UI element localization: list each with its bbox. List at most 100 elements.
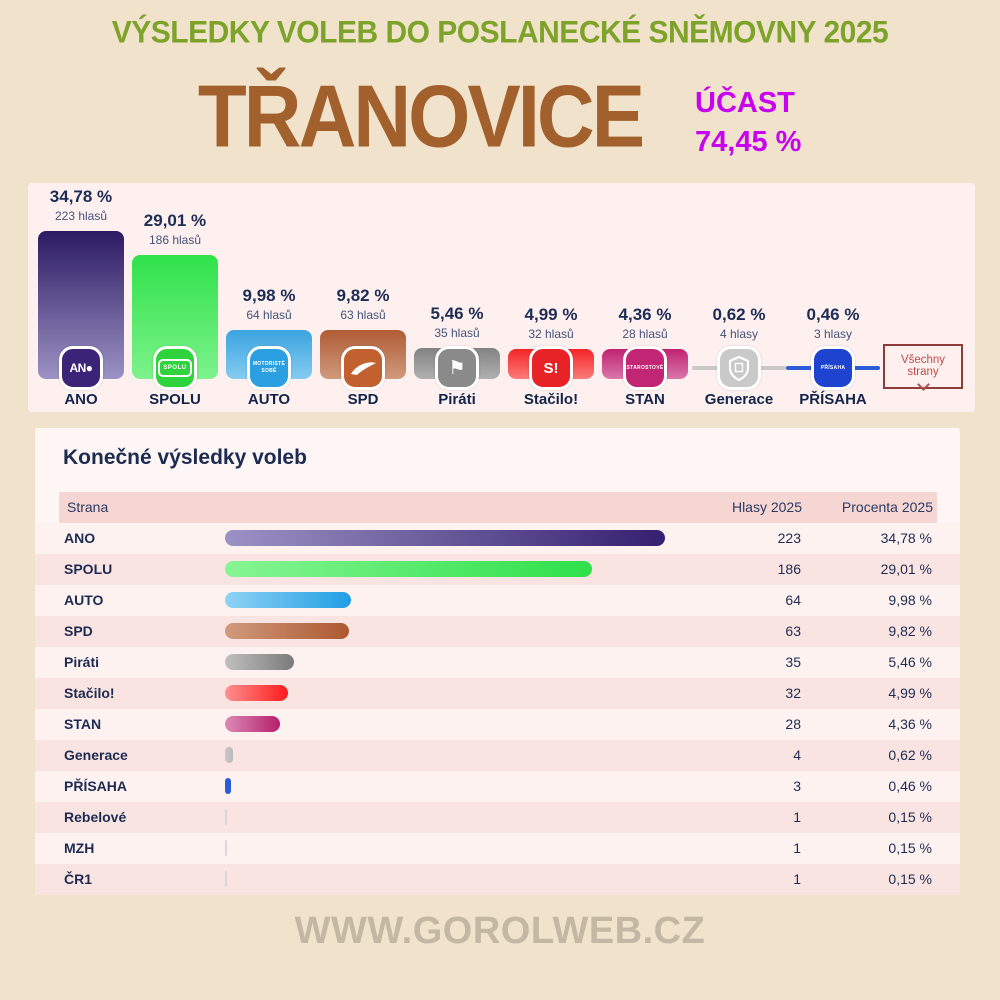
turnout-value: 74,45 % (695, 126, 802, 158)
party-name-label: AUTO (247, 391, 291, 408)
percent-label: 9,82 % (336, 286, 390, 305)
spolu-party-icon: SPOLU (153, 346, 197, 390)
row-bar (225, 592, 351, 608)
votes-label: 4 hlasy (719, 327, 759, 341)
votes-label: 63 hlasů (340, 308, 386, 322)
bar-value-labels: 0,62 % 4 hlasy (686, 305, 792, 341)
percent-label: 0,62 % (712, 305, 766, 324)
icon-text: S! (543, 359, 559, 377)
row-party-name: SPD (64, 623, 93, 639)
party-name-label: SPD (347, 391, 379, 408)
row-party-name: SPOLU (64, 561, 113, 577)
votes-label: 223 hlasů (54, 209, 108, 223)
percent-label: 4,99 % (524, 305, 578, 324)
turnout-label: ÚČAST (695, 87, 795, 119)
bar-value-labels: 4,99 % 32 hlasů (498, 305, 604, 341)
table-row-generace: Generace 4 0,62 % (35, 740, 960, 771)
table-row-rebelov: Rebelové 1 0,15 % (35, 802, 960, 833)
party-name-label: ANO (64, 391, 98, 408)
row-party-name: Piráti (64, 654, 100, 670)
results-table-card: Konečné výsledky voleb Strana Hlasy 2025… (35, 428, 960, 895)
swoosh-glyph (351, 362, 376, 375)
column-header-procenta: Procenta 2025 (841, 499, 933, 515)
percent-label: 5,46 % (430, 304, 484, 323)
row-votes: 1 (793, 809, 801, 825)
sta-ilo-party-icon: S! (529, 346, 573, 390)
bar-value-labels: 9,98 % 64 hlasů (216, 286, 322, 322)
party-column-stan: 4,36 % 28 hlasů STAROSTOVÉ STAN (602, 183, 688, 412)
row-votes: 1 (793, 840, 801, 856)
bar-value-labels: 4,36 % 28 hlasů (592, 305, 698, 341)
table-header-row: Strana Hlasy 2025 Procenta 2025 (59, 492, 937, 523)
votes-label: 186 hlasů (148, 233, 202, 247)
table-row-p-saha: PŘÍSAHA 3 0,46 % (35, 771, 960, 802)
party-name-label: STAN (625, 391, 665, 408)
percent-label: 34,78 % (49, 187, 113, 206)
site-watermark: WWW.GOROLWEB.CZ (294, 910, 706, 952)
row-votes: 223 (777, 530, 801, 546)
party-column-p-saha: 0,46 % 3 hlasy PŘÍSAHA PŘÍSAHA (786, 183, 880, 412)
shield-glyph (728, 355, 750, 381)
votes-label: 28 hlasů (622, 327, 668, 341)
table-row-ano: ANO 223 34,78 % (35, 523, 960, 554)
results-bar-chart: Všechny strany 34,78 % 223 hlasů AN● ANO 29,… (28, 183, 975, 412)
spd-party-icon (341, 346, 385, 390)
row-bar (225, 871, 227, 887)
row-bar (225, 685, 288, 701)
pir-ti-party-icon: ⚑ (435, 346, 479, 390)
all-parties-button[interactable]: Všechny strany (883, 344, 963, 391)
percent-label: 9,98 % (242, 286, 296, 305)
table-row-spolu: SPOLU 186 29,01 % (35, 554, 960, 585)
pirate-flag-glyph: ⚑ (448, 357, 466, 379)
percent-label: 0,46 % (806, 305, 860, 324)
row-percent: 4,99 % (888, 685, 932, 701)
row-bar (225, 809, 227, 825)
row-bar (225, 778, 231, 794)
party-name-label: SPOLU (149, 391, 201, 408)
municipality-name: TŘANOVICE (197, 67, 645, 165)
icon-text: SOBĚ (261, 368, 277, 374)
row-party-name: MZH (64, 840, 95, 856)
row-bar (225, 530, 665, 546)
icon-text: PŘÍSAHA (820, 364, 846, 371)
row-party-name: ČR1 (64, 871, 93, 887)
row-votes: 35 (785, 654, 801, 670)
chevron-down-icon (916, 378, 930, 391)
row-party-name: STAN (64, 716, 102, 732)
votes-label: 64 hlasů (246, 308, 292, 322)
stan-party-icon: STAROSTOVÉ (623, 346, 667, 390)
table-row-stan: STAN 28 4,36 % (35, 709, 960, 740)
row-votes: 32 (785, 685, 801, 701)
row-votes: 186 (777, 561, 801, 577)
table-title: Konečné výsledky voleb (63, 446, 307, 469)
row-party-name: Rebelové (64, 809, 127, 825)
all-parties-label: Všechny strany (900, 354, 946, 378)
table-row-spd: SPD 63 9,82 % (35, 616, 960, 647)
row-votes: 63 (785, 623, 801, 639)
row-bar (225, 716, 280, 732)
icon-text: AN● (69, 361, 93, 375)
bar-value-labels: 0,46 % 3 hlasy (780, 305, 886, 341)
icon-text: STAROSTOVÉ (626, 364, 664, 371)
row-bar (225, 654, 294, 670)
votes-label: 35 hlasů (434, 326, 480, 340)
row-bar (225, 840, 227, 856)
row-bar (225, 561, 592, 577)
table-row-r1: ČR1 1 0,15 % (35, 864, 960, 895)
row-party-name: Stačilo! (64, 685, 115, 701)
row-percent: 4,36 % (888, 716, 932, 732)
p-saha-party-icon: PŘÍSAHA (811, 346, 855, 390)
percent-label: 4,36 % (618, 305, 672, 324)
row-votes: 28 (785, 716, 801, 732)
row-votes: 64 (785, 592, 801, 608)
row-votes: 3 (793, 778, 801, 794)
row-percent: 0,46 % (888, 778, 932, 794)
row-party-name: ANO (64, 530, 96, 546)
table-row-auto: AUTO 64 9,98 % (35, 585, 960, 616)
bar-value-labels: 29,01 % 186 hlasů (122, 211, 228, 247)
column-header-strana: Strana (67, 499, 109, 515)
row-percent: 5,46 % (888, 654, 932, 670)
bar-value-labels: 9,82 % 63 hlasů (310, 286, 416, 322)
ano-party-icon: AN● (59, 346, 103, 390)
